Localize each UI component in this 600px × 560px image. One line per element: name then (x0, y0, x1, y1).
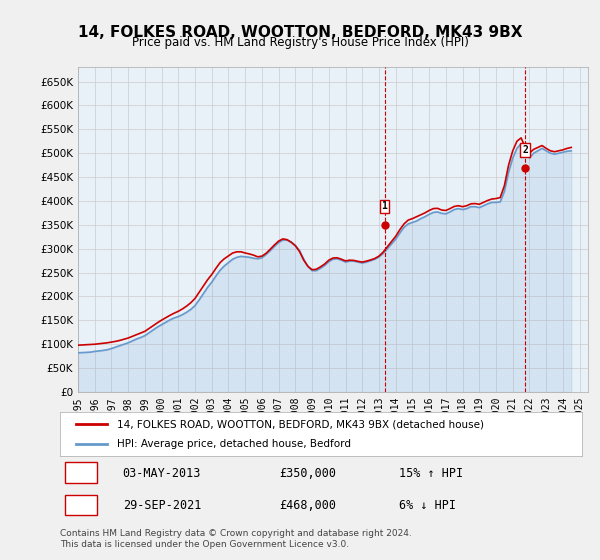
Text: 14, FOLKES ROAD, WOOTTON, BEDFORD, MK43 9BX: 14, FOLKES ROAD, WOOTTON, BEDFORD, MK43 … (78, 25, 522, 40)
Text: £350,000: £350,000 (279, 467, 336, 480)
Text: 2: 2 (523, 145, 528, 155)
Text: 6% ↓ HPI: 6% ↓ HPI (400, 499, 457, 512)
FancyBboxPatch shape (65, 463, 97, 483)
Text: 03-MAY-2013: 03-MAY-2013 (122, 467, 201, 480)
Text: 1: 1 (77, 467, 85, 480)
Text: £468,000: £468,000 (279, 499, 336, 512)
Text: Price paid vs. HM Land Registry's House Price Index (HPI): Price paid vs. HM Land Registry's House … (131, 36, 469, 49)
FancyBboxPatch shape (65, 494, 97, 515)
Text: 15% ↑ HPI: 15% ↑ HPI (400, 467, 463, 480)
Text: 1: 1 (382, 202, 388, 212)
Text: 14, FOLKES ROAD, WOOTTON, BEDFORD, MK43 9BX (detached house): 14, FOLKES ROAD, WOOTTON, BEDFORD, MK43 … (118, 419, 484, 429)
Text: 29-SEP-2021: 29-SEP-2021 (122, 499, 201, 512)
Text: 2: 2 (77, 499, 85, 512)
Text: HPI: Average price, detached house, Bedford: HPI: Average price, detached house, Bedf… (118, 439, 352, 449)
Text: Contains HM Land Registry data © Crown copyright and database right 2024.
This d: Contains HM Land Registry data © Crown c… (60, 529, 412, 549)
